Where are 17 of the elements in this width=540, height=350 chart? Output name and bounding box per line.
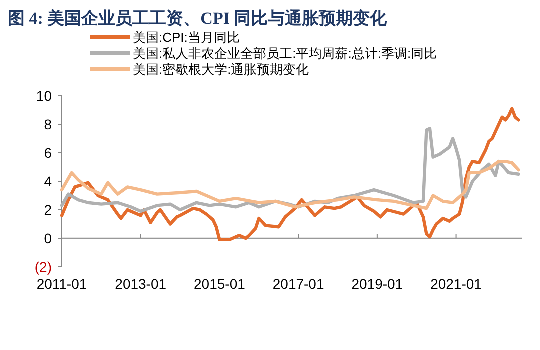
legend-label: 美国:密歇根大学:通胀预期变化 <box>133 62 310 77</box>
legend-label: 美国:CPI:当月同比 <box>133 30 240 45</box>
x-tick-label: 2019-01 <box>352 276 404 292</box>
y-tick-label: 0 <box>44 230 52 246</box>
y-tick-label: 6 <box>44 145 52 161</box>
x-tick-label: 2011-01 <box>36 276 88 292</box>
y-tick-label: 10 <box>36 88 52 104</box>
x-tick-label: 2015-01 <box>194 276 246 292</box>
y-tick-label: 4 <box>44 174 52 190</box>
chart-title: 图 4: 美国企业员工工资、CPI 同比与通胀预期变化 <box>8 9 388 28</box>
x-tick-label: 2017-01 <box>272 276 324 292</box>
x-tick-label: 2021-01 <box>430 276 482 292</box>
legend-label: 美国:私人非农企业全部员工:平均周薪:总计:季调:同比 <box>133 46 438 61</box>
x-tick-label: 2013-01 <box>115 276 167 292</box>
y-tick-label: 8 <box>44 116 52 132</box>
y-tick-label: 2 <box>44 202 52 218</box>
y-tick-label: (2) <box>34 259 52 275</box>
